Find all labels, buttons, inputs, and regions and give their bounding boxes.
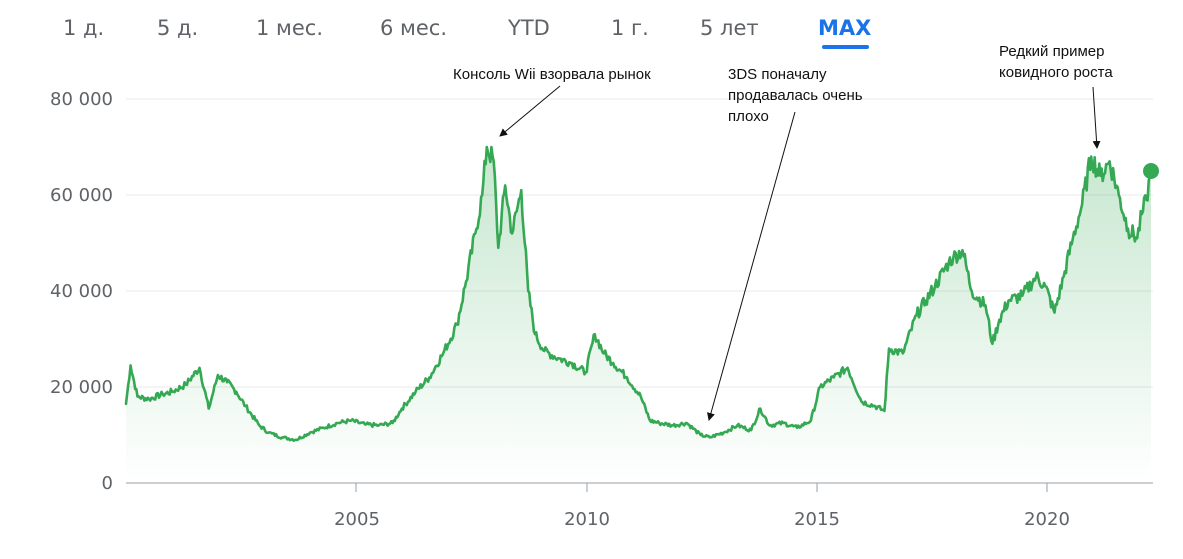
y-tick-label: 20 000 — [50, 377, 113, 398]
time-range-tabs: 1 д. 5 д. 1 мес. 6 мес. YTD 1 г. 5 лет M… — [0, 0, 1183, 56]
y-tick-label: 40 000 — [50, 281, 113, 302]
y-tick-label: 80 000 — [50, 89, 113, 110]
y-tick-label: 60 000 — [50, 185, 113, 206]
tab-1-year[interactable]: 1 г. — [611, 16, 649, 40]
annotation-text: 3DS поначалу продавалась очень плохо — [728, 66, 867, 125]
annotation-3ds: 3DS поначалу продавалась очень плохо — [707, 66, 867, 421]
tab-6-months[interactable]: 6 мес. — [380, 16, 448, 40]
tab-max[interactable]: MAX — [818, 16, 872, 40]
active-tab-indicator — [822, 45, 869, 49]
x-tick-label: 2020 — [1024, 509, 1070, 530]
x-tick-label: 2010 — [564, 509, 610, 530]
annotation-line: ковидного роста — [999, 64, 1113, 81]
annotation-covid: Редкий пример ковидного роста — [999, 43, 1113, 149]
tab-1-month[interactable]: 1 мес. — [256, 16, 324, 40]
annotation-wii: Консоль Wii взорвала рынок — [453, 66, 651, 137]
x-axis-ticks: 2005 2010 2015 2020 — [334, 483, 1070, 530]
x-tick-label: 2015 — [794, 509, 840, 530]
annotation-line: 3DS поначалу — [728, 66, 827, 83]
tab-5-years[interactable]: 5 лет — [700, 16, 759, 40]
series-line — [124, 145, 1153, 442]
annotation-line: продавалась очень — [728, 87, 863, 104]
annotation-arrow — [499, 85, 561, 137]
annotation-text: Редкий пример ковидного роста — [999, 43, 1113, 81]
series-area-fill — [126, 147, 1151, 483]
annotation-line: Редкий пример — [999, 43, 1104, 60]
annotation-arrow — [1092, 86, 1101, 149]
y-axis-tick-labels: 80 000 60 000 40 000 20 000 0 — [50, 89, 113, 494]
tab-1-day[interactable]: 1 д. — [63, 16, 105, 40]
annotation-line: плохо — [728, 108, 769, 125]
y-tick-label: 0 — [102, 473, 113, 494]
annotation-arrow — [707, 111, 796, 421]
tab-ytd[interactable]: YTD — [508, 16, 550, 40]
last-value-marker[interactable] — [1143, 163, 1159, 179]
annotation-text: Консоль Wii взорвала рынок — [453, 66, 651, 83]
x-tick-label: 2005 — [334, 509, 380, 530]
tab-5-days[interactable]: 5 д. — [157, 16, 199, 40]
